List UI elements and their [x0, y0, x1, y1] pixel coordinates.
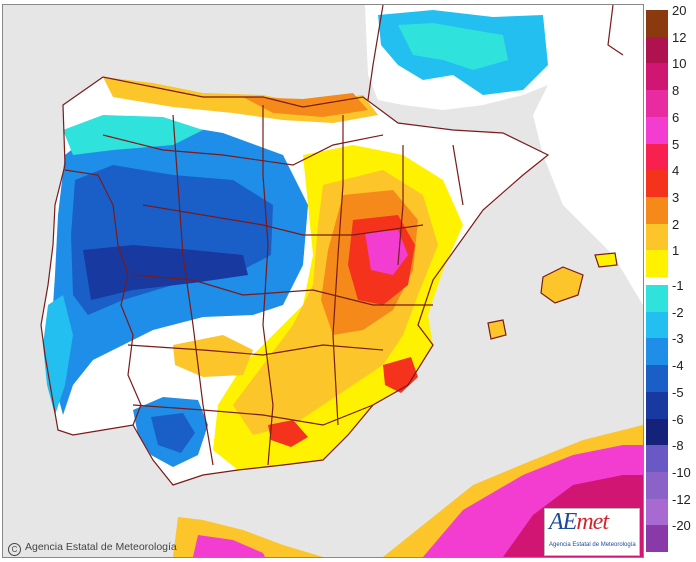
- logo-letters-met: met: [576, 509, 609, 535]
- france-cold-anomaly-core: [398, 23, 508, 70]
- legend-label: -4: [672, 358, 684, 374]
- basque-warm-core: [243, 93, 368, 117]
- legend-swatch: [646, 63, 668, 91]
- legend-label: 6: [672, 109, 680, 125]
- balearic-islands-menorca: [595, 253, 617, 267]
- france-landmass: [365, 5, 643, 305]
- legend-label: 20: [672, 3, 687, 18]
- copyright-text: Agencia Estatal de Meteorología: [25, 541, 177, 553]
- aemet-logo: AEmet Agencia Estatal de Meteorología: [544, 508, 640, 556]
- administrative-borders: [40, 5, 624, 486]
- legend-swatch: [646, 338, 668, 366]
- legend-label: -5: [672, 384, 684, 400]
- legend-swatch: [646, 10, 668, 37]
- legend-swatch: [646, 143, 668, 171]
- legend-label: -12: [672, 491, 691, 507]
- aemet-logo-mark: AEmet: [549, 509, 609, 536]
- legend-swatch: [646, 250, 668, 278]
- morocco-warm-core: [193, 535, 265, 557]
- copyright-notice: C Agencia Estatal de Meteorología: [8, 541, 177, 556]
- northwest-cold-anomaly-deep: [83, 245, 248, 300]
- legend-swatch: [646, 365, 668, 393]
- legend-swatch: [646, 391, 668, 419]
- central-warm-patch: [173, 335, 253, 377]
- legend-swatch: [646, 285, 668, 312]
- legend-label: 4: [672, 163, 680, 179]
- legend-swatch: [646, 498, 668, 526]
- legend-label: 2: [672, 216, 680, 232]
- logo-subtitle: Agencia Estatal de Meteorología: [549, 542, 636, 548]
- legend-label: -8: [672, 438, 684, 454]
- legend-label: -20: [672, 518, 691, 534]
- legend-swatch: [646, 418, 668, 446]
- legend-label: -3: [672, 331, 684, 347]
- legend-swatch: [646, 36, 668, 64]
- granada-hot-core: [268, 420, 308, 447]
- legend-swatch: [646, 525, 668, 553]
- legend-label: 12: [672, 29, 687, 45]
- balearic-islands-mallorca: [541, 267, 583, 303]
- legend-swatch: [646, 116, 668, 144]
- legend-swatch: [646, 311, 668, 339]
- legend-swatch: [646, 471, 668, 499]
- legend-swatch: [646, 223, 668, 251]
- legend-label: -2: [672, 304, 684, 320]
- legend-swatch: [646, 196, 668, 224]
- legend-label: -1: [672, 278, 684, 293]
- map-canvas: [3, 5, 643, 557]
- legend-swatch: [646, 445, 668, 473]
- andalusia-cold-core: [151, 413, 195, 453]
- legend-label: 8: [672, 83, 680, 99]
- legend-label: 10: [672, 56, 687, 72]
- color-scale-legend: 20 12 10 8 6 5 4 3 2 1 -1 -2 -3 -4 -5 -6 -8 -10 -12 -20: [646, 4, 691, 553]
- legend-label: -6: [672, 411, 684, 427]
- legend-label: 5: [672, 136, 680, 152]
- balearic-islands-ibiza: [488, 320, 506, 339]
- copyright-icon: C: [8, 543, 21, 556]
- northern-coast-cold: [63, 115, 203, 155]
- legend-label: 1: [672, 243, 680, 259]
- legend-label: -10: [672, 464, 691, 480]
- map-panel: [2, 4, 644, 558]
- valencia-magenta-core: [365, 230, 408, 275]
- legend-label: 3: [672, 189, 680, 205]
- logo-letters-ae: AE: [549, 509, 577, 535]
- legend-swatch: [646, 90, 668, 118]
- legend-swatch: [646, 170, 668, 198]
